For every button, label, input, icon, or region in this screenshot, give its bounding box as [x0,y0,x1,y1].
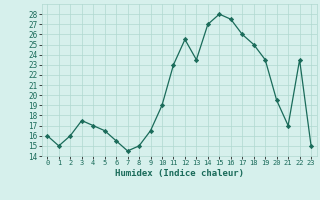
X-axis label: Humidex (Indice chaleur): Humidex (Indice chaleur) [115,169,244,178]
